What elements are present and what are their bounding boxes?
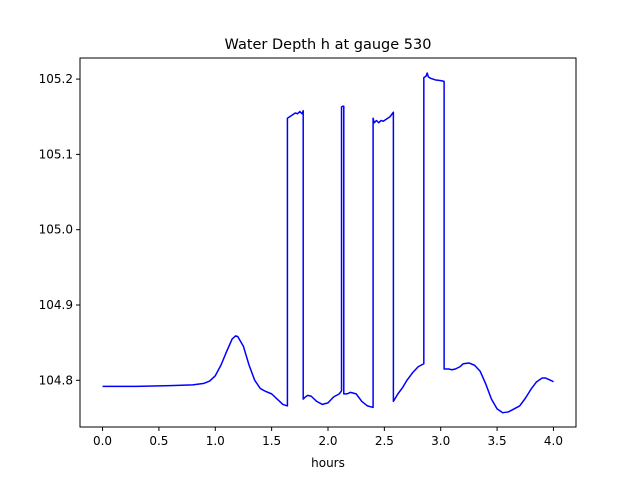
- x-tick-label: 0.0: [93, 434, 112, 448]
- x-tick-label: 1.0: [206, 434, 225, 448]
- x-tick-label: 3.5: [488, 434, 507, 448]
- x-tick-label: 1.5: [262, 434, 281, 448]
- series-line-0: [102, 72, 554, 414]
- y-tick-label: 105.2: [39, 72, 73, 86]
- y-tick-label: 104.8: [39, 373, 73, 387]
- chart-title: Water Depth h at gauge 530: [225, 37, 432, 53]
- y-tick-label: 104.9: [39, 298, 73, 312]
- x-tick-label: 4.0: [544, 434, 563, 448]
- x-tick-label: 2.5: [375, 434, 394, 448]
- y-tick-label: 105.1: [39, 147, 73, 161]
- x-axis: 0.0 0.5 1.0 1.5 2.0 2.5 3.0 3.5 4.0: [93, 427, 563, 448]
- x-axis-label: hours: [311, 456, 345, 470]
- y-axis: 104.8 104.9 105.0 105.1 105.2: [39, 72, 80, 387]
- plot-frame: [79, 57, 577, 428]
- x-tick-label: 0.5: [149, 434, 168, 448]
- x-tick-label: 2.0: [318, 434, 337, 448]
- plot-area: [102, 72, 554, 414]
- y-tick-label: 105.0: [39, 223, 73, 237]
- x-tick-label: 3.0: [431, 434, 450, 448]
